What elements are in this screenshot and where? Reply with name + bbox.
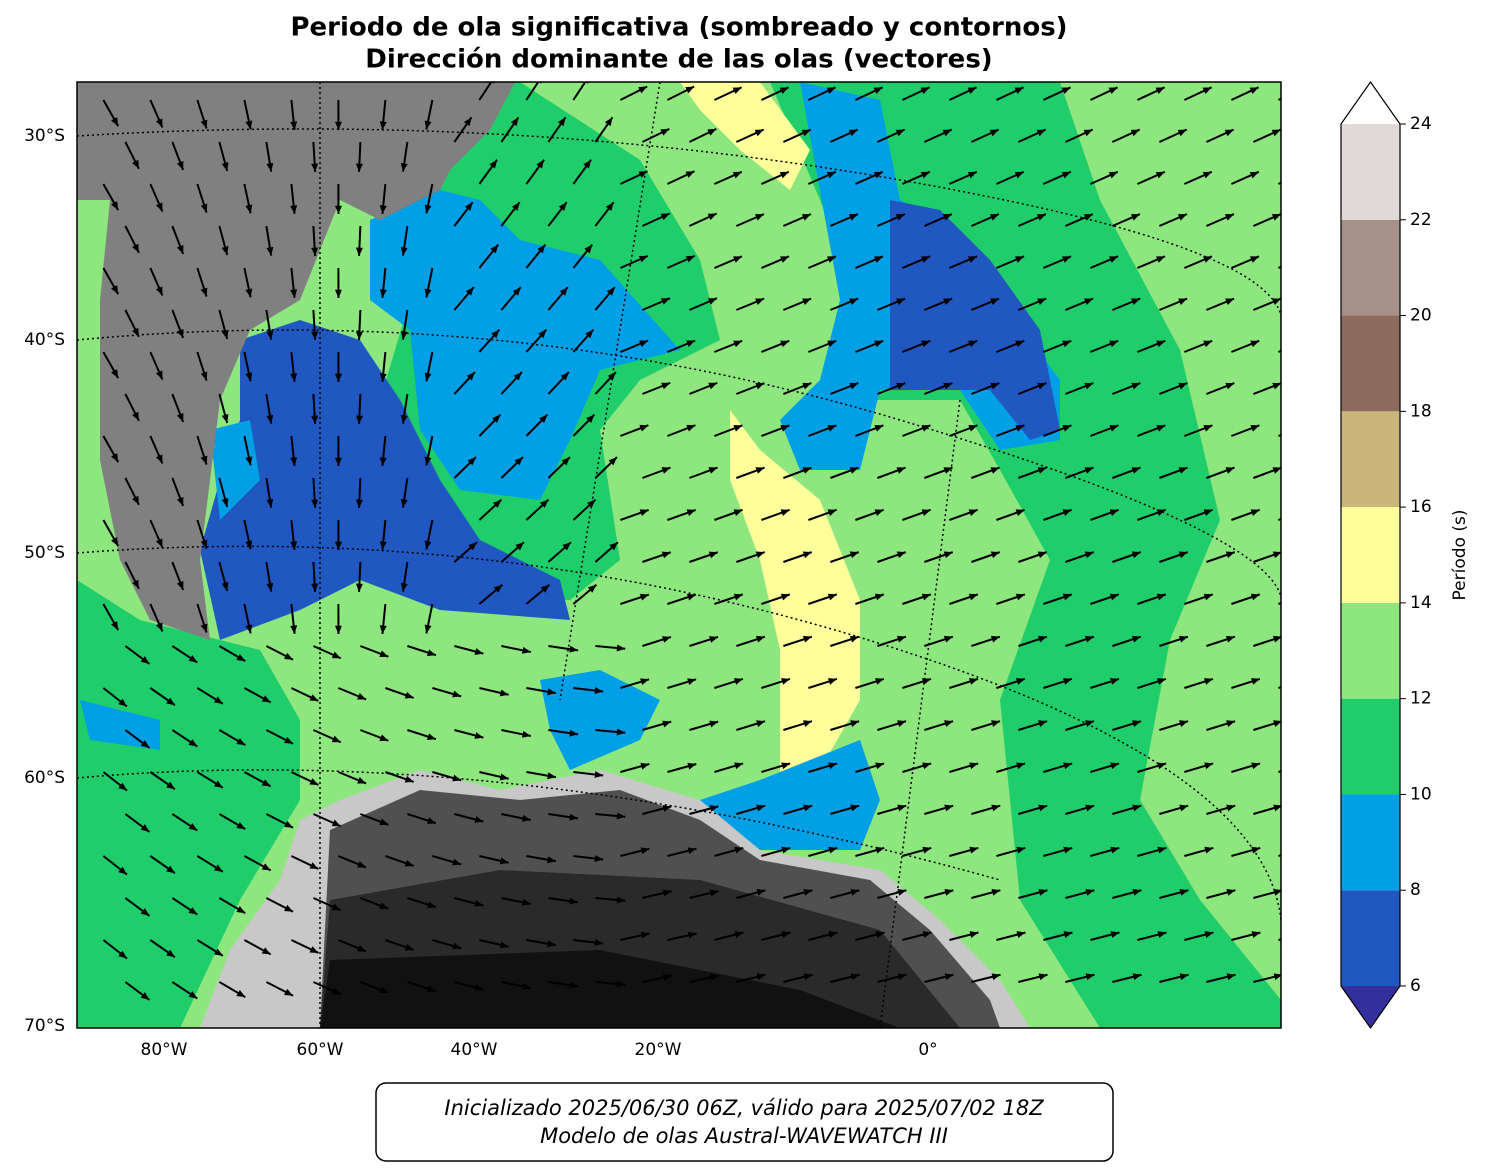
- vector: [1300, 299, 1328, 310]
- lon-label: 20°W: [635, 1040, 682, 1060]
- vector: [1300, 890, 1329, 898]
- vector: [1300, 214, 1328, 226]
- vector: [1278, 763, 1307, 772]
- vector-head: [1320, 720, 1329, 727]
- colorbar-band: [1341, 699, 1400, 795]
- vector: [1300, 468, 1328, 478]
- lon-label: 80°W: [141, 1040, 188, 1060]
- title-line: Dirección dominante de las olas (vectore…: [365, 45, 992, 75]
- colorbar-band: [1341, 603, 1400, 699]
- vector-head: [1298, 762, 1307, 769]
- colorbar-band: [1341, 507, 1400, 603]
- footer-line: Modelo de olas Austral-WAVEWATCH III: [540, 1124, 948, 1148]
- colorbar-tick-label: 20: [1410, 306, 1432, 326]
- lat-label: 50°S: [24, 543, 65, 563]
- vector-head: [1297, 172, 1306, 179]
- lat-label: 60°S: [24, 768, 65, 788]
- footer-line: Inicializado 2025/06/30 06Z, válido para…: [444, 1096, 1044, 1120]
- vector: [1278, 425, 1306, 436]
- vector-head: [1298, 509, 1307, 516]
- vector: [1300, 130, 1327, 142]
- vector-head: [1319, 130, 1328, 137]
- map: [77, 75, 1329, 1028]
- vector-head: [1320, 552, 1329, 559]
- colorbar-band: [1341, 890, 1400, 986]
- colorbar-label: Período (s): [1450, 510, 1470, 601]
- vector: [1278, 341, 1306, 352]
- vector-head: [1321, 973, 1330, 980]
- vector: [1300, 552, 1328, 562]
- vector-head: [1319, 298, 1328, 304]
- colorbar-tick-label: 24: [1410, 114, 1432, 134]
- colorbar-band: [1341, 794, 1400, 890]
- vector-head: [1320, 636, 1329, 643]
- colorbar-band: [1341, 124, 1400, 220]
- vector: [1278, 172, 1305, 184]
- colorbar-tick-label: 14: [1410, 593, 1432, 613]
- colorbar: 6 8 10 12 14 16 18 20 22 24: [1341, 82, 1432, 1028]
- vector-head: [1319, 214, 1328, 221]
- vector-head: [1298, 594, 1307, 601]
- colorbar-tick-label: 12: [1410, 689, 1432, 709]
- vector: [1300, 383, 1328, 394]
- vector-head: [1320, 467, 1329, 474]
- lon-label: 40°W: [451, 1040, 498, 1060]
- colorbar-tick-label: 22: [1410, 210, 1432, 230]
- colorbar-band: [1341, 220, 1400, 316]
- lat-label: 70°S: [24, 1016, 65, 1036]
- lon-label: 0°: [918, 1040, 937, 1060]
- vector-head: [1297, 256, 1306, 262]
- vector: [1300, 975, 1329, 982]
- vector: [1278, 848, 1307, 856]
- lat-labels: 30°S 40°S 50°S 60°S 70°S: [24, 126, 65, 1036]
- vector-head: [1319, 383, 1328, 390]
- vector: [1278, 932, 1307, 940]
- colorbar-tick-label: 6: [1410, 976, 1421, 996]
- vector-head: [1320, 805, 1329, 812]
- vector-head: [1297, 87, 1306, 94]
- vector: [1278, 679, 1307, 688]
- colorbar-over: [1341, 82, 1400, 124]
- footer-box: [376, 1083, 1113, 1161]
- vector-head: [1299, 931, 1308, 938]
- vector: [1300, 806, 1329, 814]
- vector-head: [1298, 678, 1307, 685]
- vector: [1278, 510, 1306, 520]
- vector-head: [1297, 425, 1306, 432]
- lat-label: 30°S: [24, 126, 65, 146]
- colorbar-tick-label: 16: [1410, 497, 1432, 517]
- vector: [1300, 637, 1329, 646]
- vector-head: [1320, 889, 1329, 896]
- title-line: Periodo de ola significativa (sombreado …: [290, 13, 1067, 43]
- vector: [1278, 87, 1305, 100]
- vector: [1278, 256, 1306, 268]
- lon-label: 60°W: [297, 1040, 344, 1060]
- vector-head: [1297, 341, 1306, 348]
- colorbar-tick-label: 8: [1410, 880, 1421, 900]
- colorbar-tick-label: 18: [1410, 401, 1432, 421]
- lat-label: 40°S: [24, 330, 65, 350]
- colorbar-band: [1341, 411, 1400, 507]
- colorbar-band: [1341, 316, 1400, 412]
- vector: [1300, 721, 1329, 730]
- colorbar-under: [1341, 986, 1400, 1028]
- vector-head: [1298, 847, 1307, 854]
- colorbar-tick-label: 10: [1410, 784, 1432, 804]
- lon-labels: 80°W 60°W 40°W 20°W 0°: [141, 1040, 938, 1060]
- vector: [1278, 594, 1306, 604]
